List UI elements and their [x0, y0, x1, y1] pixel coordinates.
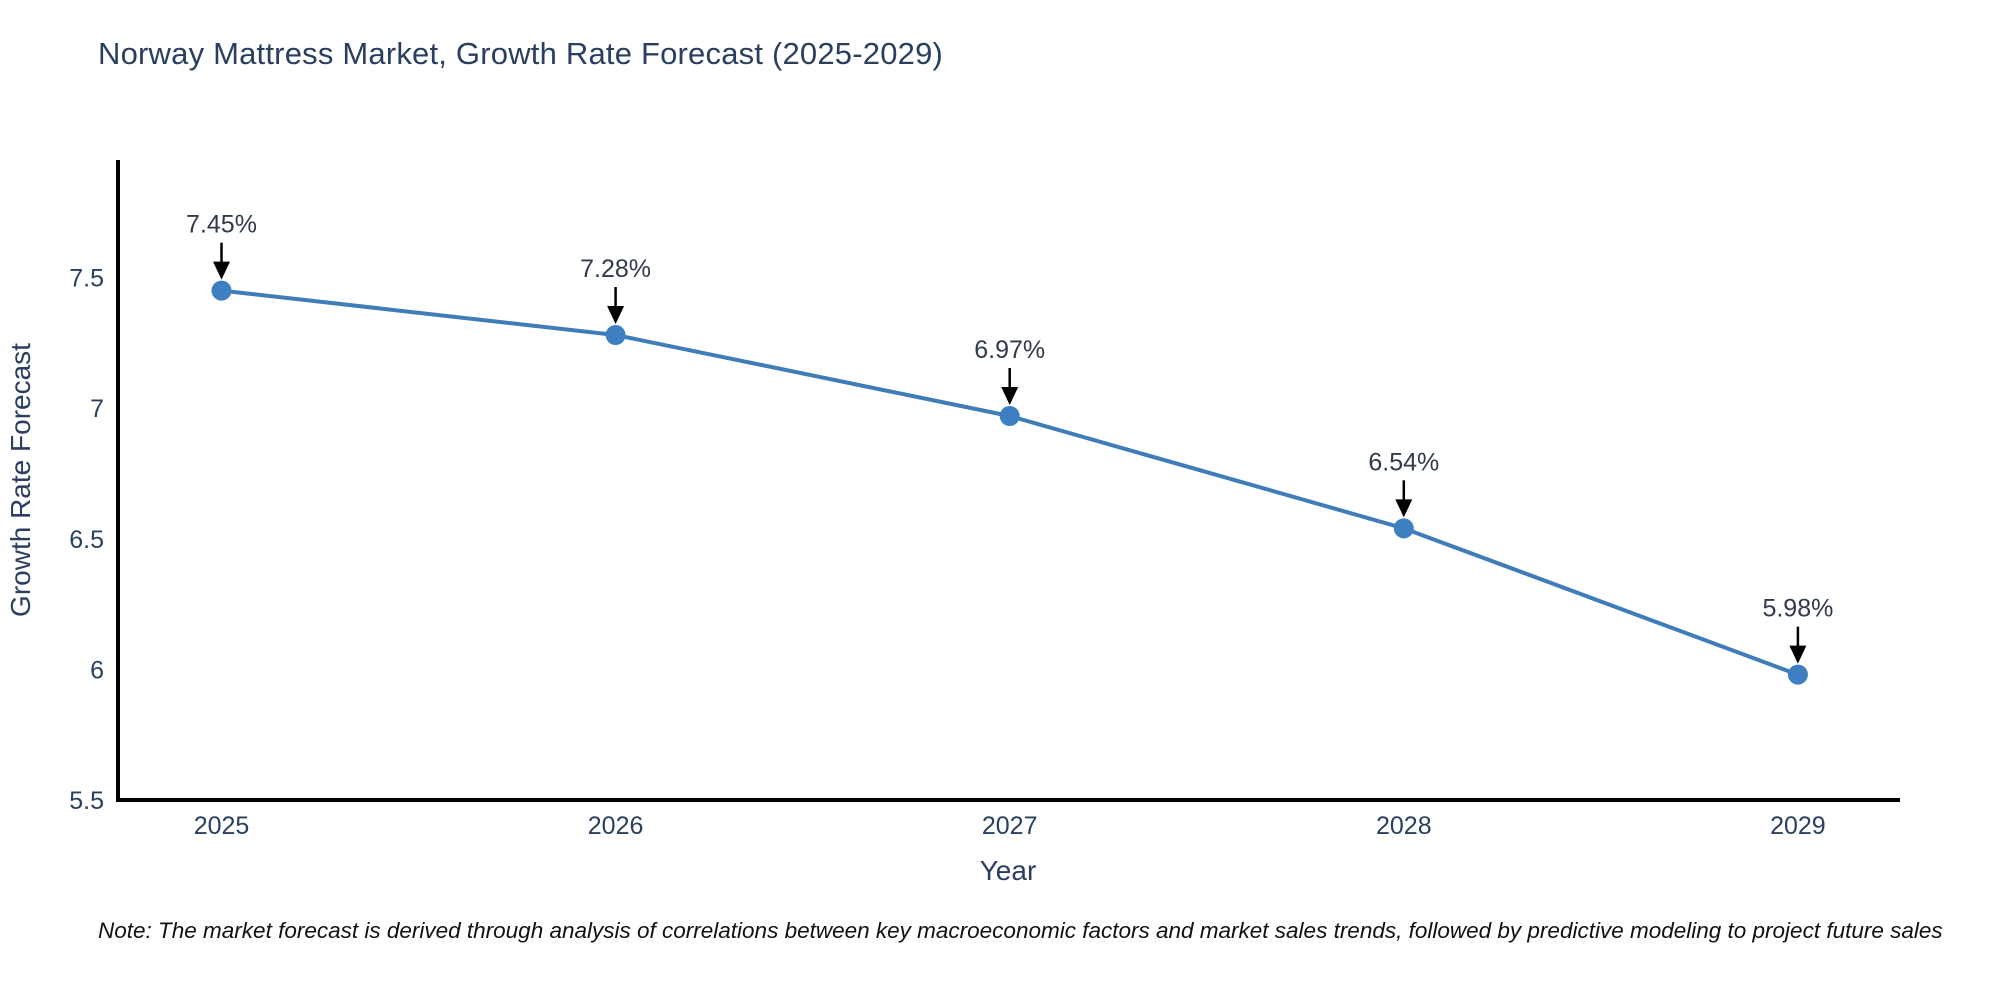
data-point-label: 5.98%	[1762, 595, 1833, 623]
x-axis-tick-labels: 2025 2026 2027 2028 2029	[194, 812, 1826, 840]
x-tick-label: 2028	[1376, 812, 1432, 840]
axis-lines	[116, 160, 1900, 802]
y-tick-label: 6.5	[69, 526, 104, 554]
data-point-marker	[1393, 518, 1414, 539]
data-point-label: 6.97%	[974, 336, 1045, 364]
y-tick-label: 5.5	[69, 787, 104, 815]
data-point-marker	[999, 406, 1020, 426]
x-tick-label: 2026	[588, 812, 644, 840]
x-tick-label: 2029	[1770, 812, 1826, 840]
footnote: Note: The market forecast is derived thr…	[98, 918, 1943, 943]
annotation-arrow-head	[1395, 499, 1413, 518]
data-point-label: 6.54%	[1368, 448, 1439, 476]
annotation-arrow-head	[607, 306, 625, 325]
chart-title: Norway Mattress Market, Growth Rate Fore…	[98, 36, 944, 71]
x-axis-title: Year	[980, 855, 1037, 886]
y-tick-label: 6	[90, 656, 104, 684]
data-point-marker	[1787, 664, 1808, 685]
y-tick-label: 7.5	[69, 265, 104, 293]
annotation-arrow-head	[1001, 387, 1019, 405]
y-tick-label: 7	[90, 395, 104, 423]
data-point-marker	[211, 280, 232, 301]
data-point-label: 7.45%	[186, 211, 257, 239]
annotation-arrows	[213, 242, 1807, 664]
x-tick-label: 2025	[194, 812, 250, 840]
data-point-labels: 7.45% 7.28% 6.97% 6.54% 5.98%	[186, 211, 1833, 623]
annotation-arrow-head	[213, 261, 230, 280]
y-axis-title: Growth Rate Forecast	[5, 343, 36, 617]
data-point-marker	[605, 325, 626, 346]
x-tick-label: 2027	[982, 812, 1038, 840]
annotation-arrow-head	[1789, 645, 1807, 664]
data-point-markers	[211, 280, 1808, 685]
data-point-label: 7.28%	[580, 255, 651, 283]
y-axis-tick-labels: 5.5 6 6.5 7 7.5	[69, 265, 104, 815]
